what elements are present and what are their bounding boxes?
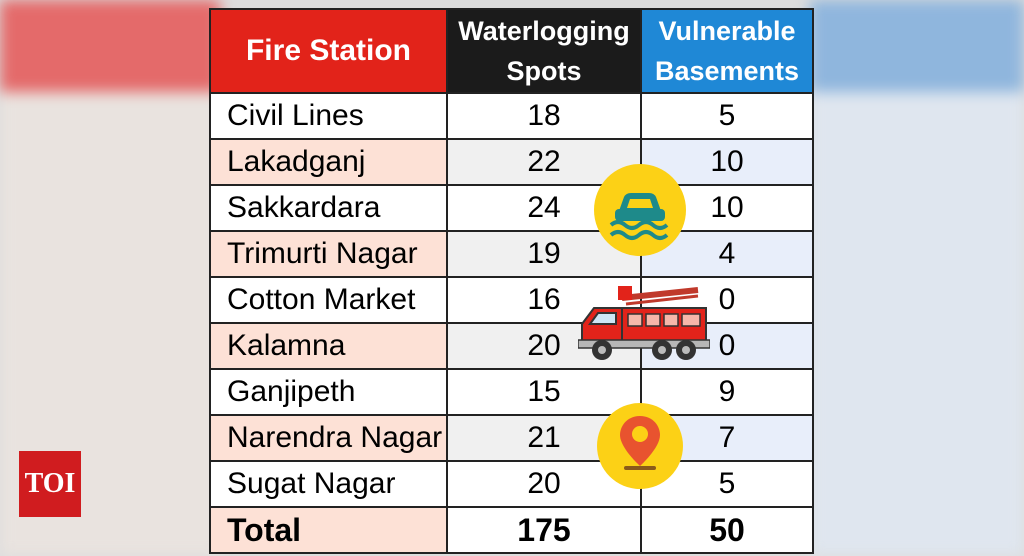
header-vulnerable-basements: Vulnerable Basements bbox=[640, 8, 814, 94]
total-basements-cell: 50 bbox=[640, 506, 814, 554]
table-row: Lakadganj 22 10 bbox=[209, 138, 814, 186]
table-row: Sugat Nagar 20 5 bbox=[209, 460, 814, 508]
fire-truck-icon bbox=[578, 286, 710, 360]
header-waterlogging-line2: Spots bbox=[506, 56, 582, 86]
station-name-cell: Cotton Market bbox=[209, 276, 448, 324]
station-name-cell: Kalamna bbox=[209, 322, 448, 370]
table-row: Kalamna 20 0 bbox=[209, 322, 814, 370]
table-row: Civil Lines 18 5 bbox=[209, 92, 814, 140]
station-name-cell: Lakadganj bbox=[209, 138, 448, 186]
toi-logo: TOI bbox=[19, 451, 81, 517]
station-name-cell: Civil Lines bbox=[209, 92, 448, 140]
header-basements-line1: Vulnerable bbox=[658, 16, 796, 46]
vulnerable-basements-cell: 5 bbox=[640, 92, 814, 140]
location-pin-icon bbox=[597, 403, 683, 489]
header-waterlogging-line1: Waterlogging bbox=[458, 16, 630, 46]
station-name-cell: Trimurti Nagar bbox=[209, 230, 448, 278]
table-row: Sakkardara 24 10 bbox=[209, 184, 814, 232]
header-fire-station: Fire Station bbox=[209, 8, 448, 94]
vulnerable-basements-cell: 5 bbox=[640, 460, 814, 508]
vulnerable-basements-cell: 9 bbox=[640, 368, 814, 416]
table-row: Narendra Nagar 21 7 bbox=[209, 414, 814, 462]
header-waterlogging-spots: Waterlogging Spots bbox=[446, 8, 642, 94]
flooded-car-icon bbox=[594, 164, 686, 256]
station-name-cell: Sakkardara bbox=[209, 184, 448, 232]
station-name-cell: Ganjipeth bbox=[209, 368, 448, 416]
header-basements-line2: Basements bbox=[654, 56, 800, 86]
station-name-cell: Sugat Nagar bbox=[209, 460, 448, 508]
total-label-cell: Total bbox=[209, 506, 448, 554]
header-fire-station-text: Fire Station bbox=[245, 34, 411, 67]
table-header-row: Fire Station Waterlogging Spots Vulnerab… bbox=[209, 8, 814, 94]
station-name-cell: Narendra Nagar bbox=[209, 414, 448, 462]
table-row: Cotton Market 16 0 bbox=[209, 276, 814, 324]
table-row: Trimurti Nagar 19 4 bbox=[209, 230, 814, 278]
toi-logo-text: TOI bbox=[24, 468, 76, 499]
total-row: Total 175 50 bbox=[209, 506, 814, 554]
total-waterlogging-cell: 175 bbox=[446, 506, 642, 554]
waterlogging-spots-cell: 15 bbox=[446, 368, 642, 416]
waterlogging-spots-cell: 18 bbox=[446, 92, 642, 140]
table-row: Ganjipeth 15 9 bbox=[209, 368, 814, 416]
fire-station-table: Fire Station Waterlogging Spots Vulnerab… bbox=[209, 8, 814, 554]
